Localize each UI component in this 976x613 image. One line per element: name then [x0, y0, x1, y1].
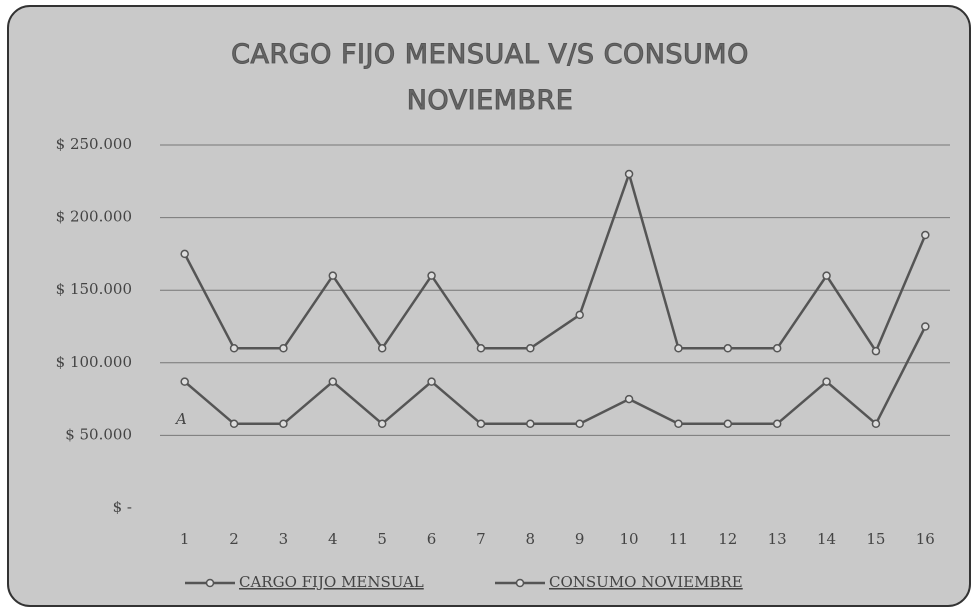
point	[526, 344, 535, 353]
y-tick-label: $ 150.000	[56, 280, 132, 298]
y-tick-label: $ -	[113, 498, 132, 516]
x-tick-label: 15	[866, 530, 885, 548]
x-tick-label: 14	[817, 530, 836, 548]
x-tick-label: 16	[916, 530, 935, 548]
point	[476, 344, 486, 353]
point	[279, 419, 288, 429]
point	[526, 419, 535, 429]
x-tick-label: 7	[476, 530, 486, 548]
point	[328, 271, 338, 280]
series-line	[183, 325, 927, 426]
point	[674, 419, 683, 429]
point	[822, 271, 831, 280]
point	[772, 419, 782, 429]
point	[328, 377, 338, 386]
point	[377, 344, 387, 353]
point	[723, 419, 733, 429]
point	[229, 344, 239, 353]
point	[822, 377, 831, 386]
x-tick-label: 6	[427, 530, 437, 548]
x-tick-label: 13	[768, 530, 787, 548]
legend-label: CONSUMO NOVIEMBRE	[549, 573, 743, 591]
y-tick-label: $ 200.000	[56, 208, 132, 226]
x-tick-label: 2	[229, 530, 239, 548]
x-tick-label: 3	[279, 530, 289, 548]
point	[476, 419, 486, 429]
point	[674, 344, 683, 353]
x-tick-label: 11	[669, 530, 688, 548]
point	[427, 377, 436, 386]
point	[772, 344, 782, 353]
point	[871, 419, 881, 429]
x-tick-label: 1	[180, 530, 190, 548]
point	[180, 377, 189, 386]
point	[377, 419, 387, 429]
y-tick-label: $ 50.000	[65, 425, 132, 443]
point	[279, 344, 288, 353]
x-tick-label: 8	[526, 530, 536, 548]
point	[723, 344, 733, 353]
point	[427, 271, 436, 280]
point	[871, 346, 881, 356]
point	[624, 169, 634, 179]
annotation: A	[174, 410, 187, 428]
x-tick-label: 12	[718, 530, 737, 548]
point	[575, 310, 584, 320]
x-tick-label: 4	[328, 530, 338, 548]
y-tick-label: $ 250.000	[56, 135, 132, 153]
point	[624, 394, 634, 404]
point	[921, 322, 930, 331]
x-tick-label: 10	[620, 530, 639, 548]
legend-label: CARGO FIJO MENSUAL	[239, 573, 424, 591]
chart-title: CARGO FIJO MENSUAL V/S CONSUMO NOVIEMBRE	[231, 39, 749, 117]
point	[180, 249, 189, 259]
point	[229, 419, 239, 429]
series-line	[183, 169, 927, 354]
point	[575, 419, 584, 429]
x-tick-label: 9	[575, 530, 585, 548]
legend-marker	[205, 578, 215, 588]
y-tick-label: $ 100.000	[56, 353, 132, 371]
chart-frame	[7, 5, 971, 607]
x-tick-label: 5	[377, 530, 387, 548]
point	[921, 230, 930, 240]
legend-marker	[515, 578, 525, 588]
